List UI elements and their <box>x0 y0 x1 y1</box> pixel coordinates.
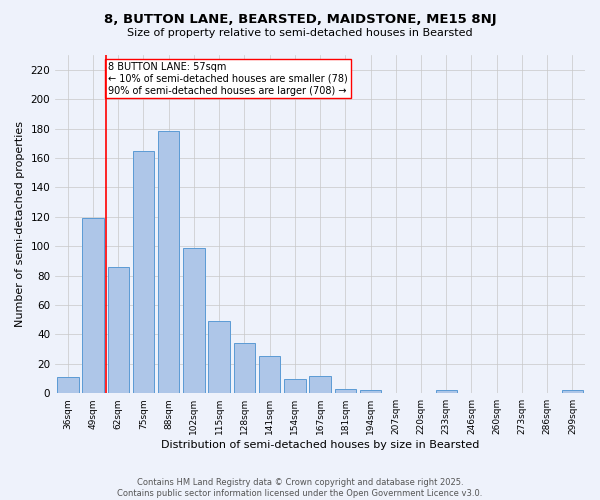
Bar <box>284 378 305 393</box>
Bar <box>82 218 104 393</box>
Bar <box>57 377 79 393</box>
Bar <box>310 376 331 393</box>
Bar <box>335 389 356 393</box>
Bar <box>208 321 230 393</box>
Bar <box>562 390 583 393</box>
Text: Contains HM Land Registry data © Crown copyright and database right 2025.
Contai: Contains HM Land Registry data © Crown c… <box>118 478 482 498</box>
Bar <box>436 390 457 393</box>
Text: 8, BUTTON LANE, BEARSTED, MAIDSTONE, ME15 8NJ: 8, BUTTON LANE, BEARSTED, MAIDSTONE, ME1… <box>104 12 496 26</box>
Text: 8 BUTTON LANE: 57sqm
← 10% of semi-detached houses are smaller (78)
90% of semi-: 8 BUTTON LANE: 57sqm ← 10% of semi-detac… <box>108 62 348 96</box>
Bar <box>107 266 129 393</box>
Y-axis label: Number of semi-detached properties: Number of semi-detached properties <box>15 121 25 327</box>
Text: Size of property relative to semi-detached houses in Bearsted: Size of property relative to semi-detach… <box>127 28 473 38</box>
Bar <box>133 150 154 393</box>
Bar <box>259 356 280 393</box>
Bar <box>158 132 179 393</box>
Bar <box>183 248 205 393</box>
Bar <box>360 390 381 393</box>
Bar <box>233 343 255 393</box>
X-axis label: Distribution of semi-detached houses by size in Bearsted: Distribution of semi-detached houses by … <box>161 440 479 450</box>
